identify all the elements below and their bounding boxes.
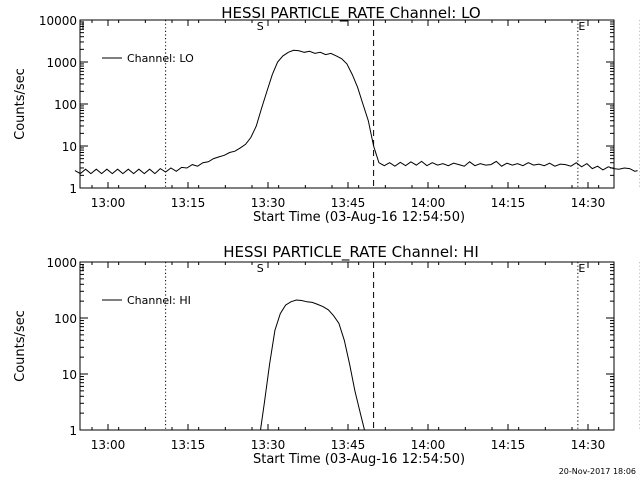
x-tick-label: 14:00 <box>411 438 446 452</box>
chart-title: HESSI PARTICLE_RATE Channel: HI <box>223 243 479 262</box>
x-axis-label: Start Time (03-Aug-16 12:54:50) <box>253 210 465 225</box>
y-axis-label: Counts/sec <box>13 310 28 382</box>
y-tick-label: 1000 <box>46 256 77 270</box>
x-tick-label: 13:15 <box>171 196 206 210</box>
y-tick-label: 10000 <box>39 14 77 28</box>
y-tick-label: 10 <box>62 368 77 382</box>
x-tick-label: 13:00 <box>91 438 126 452</box>
x-tick-label: 14:15 <box>491 196 526 210</box>
marker-s: S <box>257 262 264 275</box>
y-tick-label: 1 <box>69 182 77 196</box>
x-tick-label: 14:00 <box>411 196 446 210</box>
x-tick-label: 13:45 <box>331 438 366 452</box>
y-tick-label: 10 <box>62 140 77 154</box>
marker-s: S <box>257 20 264 33</box>
y-tick-label: 1 <box>69 424 77 438</box>
x-tick-label: 14:30 <box>571 438 606 452</box>
x-tick-label: 13:30 <box>251 438 286 452</box>
x-tick-label: 14:30 <box>571 196 606 210</box>
y-tick-label: 1000 <box>46 56 77 70</box>
footer-timestamp: 20-Nov-2017 18:06 <box>559 467 636 476</box>
marker-e: E <box>578 20 585 33</box>
x-axis-label: Start Time (03-Aug-16 12:54:50) <box>253 452 465 467</box>
panel-lo: HESSI PARTICLE_RATE Channel: LO 13:00 13:1… <box>13 4 640 225</box>
legend-label: Channel: LO <box>127 52 194 65</box>
x-tick-label: 13:45 <box>331 196 366 210</box>
panel-hi: HESSI PARTICLE_RATE Channel: HI 13:00 13:1… <box>13 243 640 467</box>
x-tick-label: 14:15 <box>491 438 526 452</box>
y-tick-label: 100 <box>54 312 77 326</box>
x-tick-label: 13:15 <box>171 438 206 452</box>
chart-title: HESSI PARTICLE_RATE Channel: LO <box>221 4 480 23</box>
plot-frame <box>79 261 615 431</box>
legend-label: Channel: HI <box>127 294 191 307</box>
series-line <box>74 49 638 175</box>
y-axis-label: Counts/sec <box>13 68 28 140</box>
plot-frame <box>79 19 615 189</box>
y-tick-label: 100 <box>54 98 77 112</box>
x-tick-label: 13:30 <box>251 196 286 210</box>
marker-e: E <box>578 262 585 275</box>
series-line <box>260 299 365 431</box>
x-tick-label: 13:00 <box>91 196 126 210</box>
